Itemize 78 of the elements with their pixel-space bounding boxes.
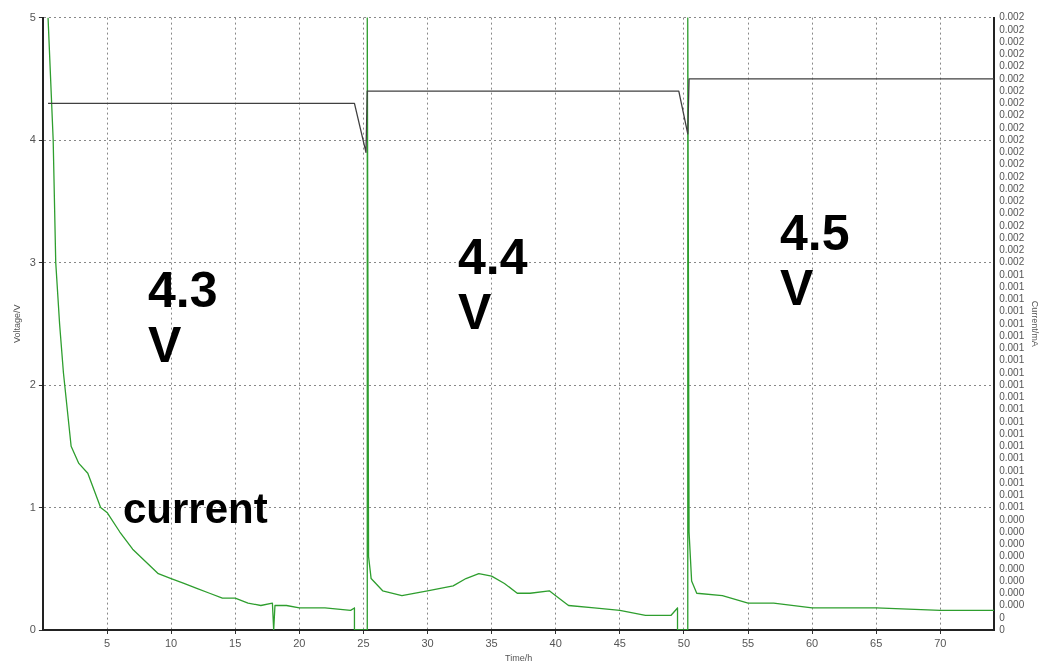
y2-tick-label: 0.001 — [999, 268, 1025, 280]
y-tick-label: 1 — [29, 500, 36, 513]
x-tick-label: 45 — [613, 636, 626, 649]
y2-tick-label: 0 — [999, 623, 1006, 635]
y2-tick-label: 0.001 — [999, 366, 1025, 378]
y2-tick-label: 0.002 — [999, 97, 1025, 109]
y2-tick-label: 0.001 — [999, 427, 1025, 439]
x-tick-label: 65 — [870, 636, 883, 649]
y2-tick-label: 0.001 — [999, 440, 1025, 452]
x-axis-title: Time/h — [504, 653, 533, 664]
annotation: 4.3 V — [148, 262, 219, 373]
y2-tick-label: 0.000 — [999, 587, 1025, 599]
y2-tick-label: 0.000 — [999, 513, 1025, 525]
annotation: current — [123, 485, 269, 533]
y-tick-label: 0 — [29, 623, 36, 636]
annotation: 4.5 V — [780, 205, 851, 316]
y2-tick-label: 0.001 — [999, 305, 1025, 317]
y2-tick-label: 0.002 — [999, 231, 1025, 243]
y2-tick-label: 0.001 — [999, 378, 1025, 390]
y2-tick-label: 0.001 — [999, 342, 1025, 354]
y-tick-label: 4 — [29, 133, 36, 146]
x-tick-label: 25 — [357, 636, 370, 649]
y2-tick-label: 0.002 — [999, 60, 1025, 72]
x-tick-label: 70 — [934, 636, 947, 649]
y2-tick-label: 0.000 — [999, 599, 1025, 611]
y2-tick-label: 0.001 — [999, 501, 1025, 513]
y2-tick-label: 0.002 — [999, 182, 1025, 194]
x-tick-label: 15 — [229, 636, 242, 649]
y2-tick-label: 0.002 — [999, 84, 1025, 96]
y2-tick-label: 0.002 — [999, 121, 1025, 133]
y2-tick-label: 0.002 — [999, 195, 1025, 207]
y2-tick-label: 0.001 — [999, 280, 1025, 292]
x-tick-label: 55 — [741, 636, 755, 649]
y2-tick-label: 0.002 — [999, 35, 1025, 47]
y2-tick-label: 0.000 — [999, 525, 1025, 537]
y2-tick-label: 0.001 — [999, 293, 1025, 305]
y-tick-label: 2 — [29, 378, 36, 391]
x-tick-label: 40 — [549, 636, 562, 649]
y2-tick-label: 0.002 — [999, 109, 1025, 121]
x-tick-label: 5 — [103, 636, 111, 649]
y2-tick-label: 0.002 — [999, 244, 1025, 256]
x-tick-label: 35 — [485, 636, 498, 649]
y2-axis-title: Current/mA — [1030, 300, 1041, 347]
y2-tick-label: 0.002 — [999, 219, 1025, 231]
y2-tick-label: 0.001 — [999, 329, 1025, 341]
y2-tick-label: 0.001 — [999, 354, 1025, 366]
y2-tick-label: 0.001 — [999, 317, 1025, 329]
y2-tick-label: 0.001 — [999, 415, 1025, 427]
y2-tick-label: 0.000 — [999, 574, 1025, 586]
y2-tick-label: 0.001 — [999, 391, 1025, 403]
y2-tick-label: 0.001 — [999, 452, 1025, 464]
y2-tick-label: 0.000 — [999, 562, 1025, 574]
y-axis-title: Voltage/V — [11, 304, 22, 344]
x-tick-label: 10 — [164, 636, 178, 649]
y2-tick-label: 0.002 — [999, 72, 1025, 84]
y2-tick-label: 0.002 — [999, 23, 1025, 35]
y2-tick-label: 0.000 — [999, 550, 1025, 562]
x-tick-label: 60 — [806, 636, 819, 649]
annotation: 4.4 V — [458, 229, 529, 340]
y2-tick-label: 0.002 — [999, 170, 1025, 182]
y2-tick-label: 0.002 — [999, 48, 1025, 60]
y2-tick-label: 0.002 — [999, 11, 1025, 23]
y2-tick-label: 0.002 — [999, 146, 1025, 158]
y2-tick-label: 0.002 — [999, 207, 1025, 219]
y2-tick-label: 0.001 — [999, 489, 1025, 501]
y2-tick-label: 0.002 — [999, 158, 1025, 170]
x-tick-label: 30 — [421, 636, 434, 649]
y-tick-label: 3 — [29, 255, 36, 268]
y2-tick-label: 0 — [999, 611, 1006, 623]
y-tick-label: 5 — [29, 10, 36, 23]
x-tick-label: 20 — [293, 636, 306, 649]
y2-tick-label: 0.000 — [999, 538, 1025, 550]
y2-tick-label: 0.001 — [999, 403, 1025, 415]
y2-tick-label: 0.001 — [999, 464, 1025, 476]
y2-tick-label: 0.001 — [999, 476, 1025, 488]
y2-tick-label: 0.002 — [999, 256, 1025, 268]
y2-tick-label: 0.002 — [999, 133, 1025, 145]
x-tick-label: 50 — [677, 636, 691, 649]
